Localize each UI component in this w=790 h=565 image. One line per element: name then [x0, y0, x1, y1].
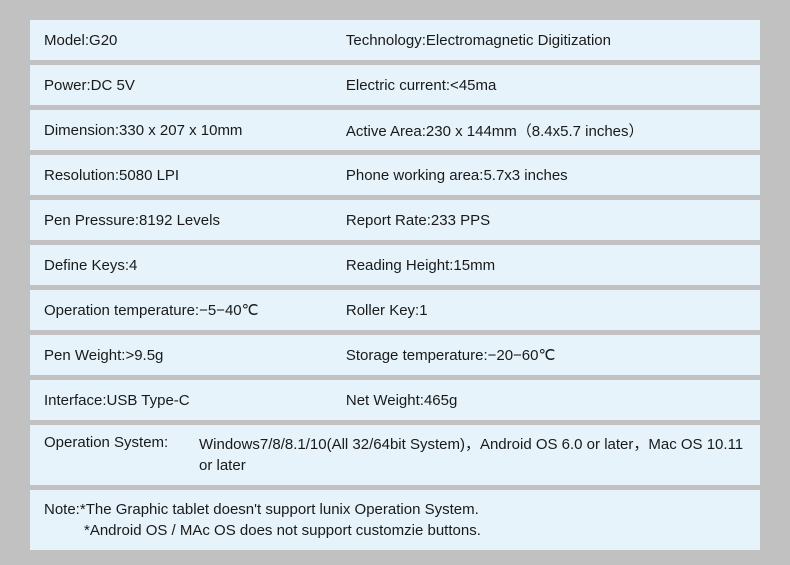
cell-right: Reading Height:15mm [346, 257, 746, 274]
cell-right: Active Area:230 x 144mm（8.4x5.7 inches） [346, 120, 746, 141]
os-row: Operation System: Windows7/8/8.1/10(All … [30, 425, 760, 485]
cell-left: Model:G20 [44, 32, 346, 49]
cell-left: Pen Pressure:8192 Levels [44, 212, 346, 229]
spec-table: Model:G20 Technology:Electromagnetic Dig… [30, 20, 760, 550]
table-row: Operation temperature:−5−40℃ Roller Key:… [30, 290, 760, 330]
cell-right: Net Weight:465g [346, 392, 746, 409]
cell-right: Storage temperature:−20−60℃ [346, 346, 746, 364]
table-row: Dimension:330 x 207 x 10mm Active Area:2… [30, 110, 760, 150]
table-row: Power:DC 5V Electric current:<45ma [30, 65, 760, 105]
table-row: Resolution:5080 LPI Phone working area:5… [30, 155, 760, 195]
cell-right: Phone working area:5.7x3 inches [346, 167, 746, 184]
cell-left: Operation temperature:−5−40℃ [44, 301, 346, 319]
table-row: Pen Weight:>9.5g Storage temperature:−20… [30, 335, 760, 375]
table-row: Pen Pressure:8192 Levels Report Rate:233… [30, 200, 760, 240]
cell-right: Technology:Electromagnetic Digitization [346, 32, 746, 49]
table-row: Model:G20 Technology:Electromagnetic Dig… [30, 20, 760, 60]
table-row: Interface:USB Type-C Net Weight:465g [30, 380, 760, 420]
cell-right: Electric current:<45ma [346, 77, 746, 94]
note-line-2: *Android OS / MAc OS does not support cu… [44, 520, 746, 541]
note-row: Note:*The Graphic tablet doesn't support… [30, 490, 760, 550]
cell-left: Define Keys:4 [44, 257, 346, 274]
cell-right: Report Rate:233 PPS [346, 212, 746, 229]
cell-left: Pen Weight:>9.5g [44, 347, 346, 364]
cell-left: Power:DC 5V [44, 77, 346, 94]
cell-left: Dimension:330 x 207 x 10mm [44, 122, 346, 139]
table-row: Define Keys:4 Reading Height:15mm [30, 245, 760, 285]
os-label: Operation System: [44, 434, 199, 451]
cell-left: Resolution:5080 LPI [44, 167, 346, 184]
cell-left: Interface:USB Type-C [44, 392, 346, 409]
note-line-1: Note:*The Graphic tablet doesn't support… [44, 499, 746, 520]
os-value: Windows7/8/8.1/10(All 32/64bit System)，A… [199, 434, 746, 476]
cell-right: Roller Key:1 [346, 302, 746, 319]
